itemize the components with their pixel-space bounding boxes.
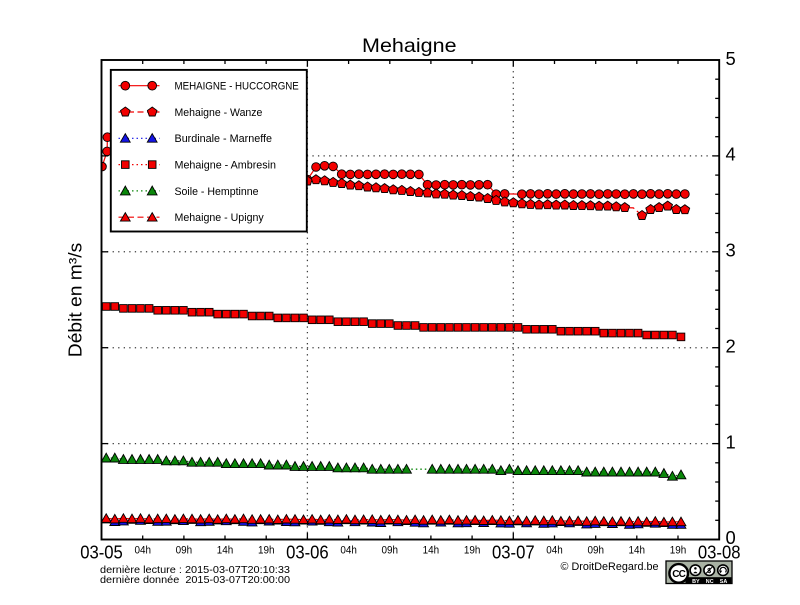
svg-text:14h: 14h <box>423 545 440 557</box>
svg-text:19h: 19h <box>464 545 481 557</box>
svg-text:03-06: 03-06 <box>286 542 329 563</box>
svg-text:NC: NC <box>706 579 714 585</box>
svg-text:Soile - Hemptinne: Soile - Hemptinne <box>175 186 259 198</box>
svg-text:19h: 19h <box>670 545 687 557</box>
svg-text:CC: CC <box>672 569 685 580</box>
svg-text:$: $ <box>707 568 711 575</box>
svg-text:Mehaigne: Mehaigne <box>362 35 457 57</box>
svg-text:4: 4 <box>726 144 736 165</box>
svg-text:04h: 04h <box>546 545 563 557</box>
svg-text:03-05: 03-05 <box>80 542 123 563</box>
svg-text:MEHAIGNE - HUCCORGNE: MEHAIGNE - HUCCORGNE <box>175 81 299 93</box>
svg-text:14h: 14h <box>629 545 646 557</box>
svg-text:09h: 09h <box>176 545 193 557</box>
svg-text:2: 2 <box>726 335 736 356</box>
svg-text:SA: SA <box>720 579 728 585</box>
svg-text:04h: 04h <box>340 545 357 557</box>
svg-text:dernière donnée 2015-03-07T20: dernière donnée 2015-03-07T20:00:00 <box>100 575 290 586</box>
svg-text:1: 1 <box>726 431 736 452</box>
svg-text:BY: BY <box>692 579 700 585</box>
svg-text:5: 5 <box>726 48 736 69</box>
svg-text:03-08: 03-08 <box>698 542 741 563</box>
svg-text:Mehaigne - Wanze: Mehaigne - Wanze <box>175 107 263 119</box>
svg-text:03-07: 03-07 <box>492 542 535 563</box>
svg-text:09h: 09h <box>382 545 399 557</box>
svg-text:19h: 19h <box>258 545 275 557</box>
svg-text:Débit en m³/s: Débit en m³/s <box>66 243 86 357</box>
svg-text:dernière lecture : 2015-03-07T: dernière lecture : 2015-03-07T20:10:33 <box>100 565 290 576</box>
svg-text:3: 3 <box>726 240 736 261</box>
svg-text:04h: 04h <box>134 545 151 557</box>
svg-text:Mehaigne - Ambresin: Mehaigne - Ambresin <box>175 160 277 172</box>
svg-text:Burdinale - Marneffe: Burdinale - Marneffe <box>175 133 273 145</box>
svg-text:09h: 09h <box>587 545 604 557</box>
svg-text:© DroitDeRegard.be: © DroitDeRegard.be <box>561 561 659 573</box>
svg-text:Mehaigne - Upigny: Mehaigne - Upigny <box>175 212 265 224</box>
svg-text:14h: 14h <box>217 545 234 557</box>
svg-text:0: 0 <box>726 527 736 548</box>
